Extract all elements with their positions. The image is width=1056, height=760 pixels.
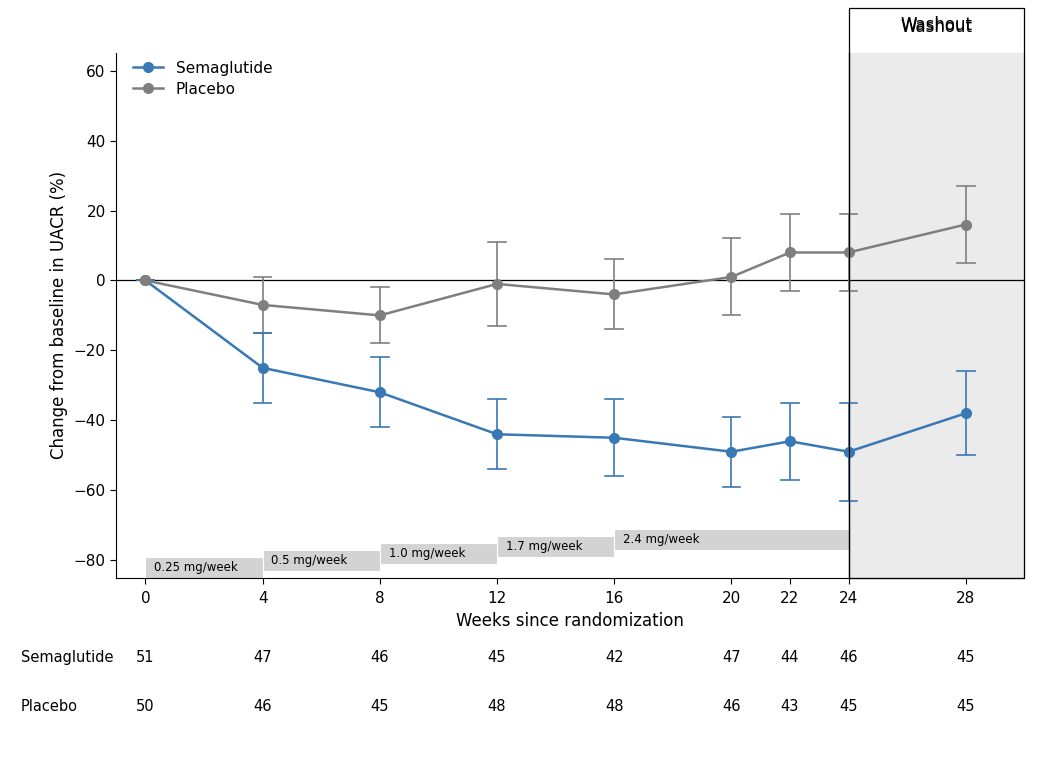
Text: Placebo: Placebo bbox=[21, 699, 78, 714]
Semaglutide bbox=[784, 437, 796, 446]
Placebo bbox=[139, 276, 152, 285]
Text: 47: 47 bbox=[253, 650, 272, 665]
Text: 0.25 mg/week: 0.25 mg/week bbox=[154, 561, 238, 574]
Text: 45: 45 bbox=[957, 650, 975, 665]
Text: 46: 46 bbox=[840, 650, 857, 665]
Semaglutide bbox=[843, 447, 855, 456]
Text: 45: 45 bbox=[957, 699, 975, 714]
Line: Semaglutide: Semaglutide bbox=[140, 276, 970, 457]
Semaglutide bbox=[725, 447, 738, 456]
Text: 48: 48 bbox=[605, 699, 623, 714]
Semaglutide bbox=[960, 409, 973, 418]
Placebo bbox=[257, 300, 269, 309]
Placebo bbox=[491, 280, 504, 289]
Text: 46: 46 bbox=[253, 699, 271, 714]
Text: 43: 43 bbox=[780, 699, 799, 714]
Text: 1.7 mg/week: 1.7 mg/week bbox=[506, 540, 582, 553]
Text: 45: 45 bbox=[371, 699, 389, 714]
X-axis label: Weeks since randomization: Weeks since randomization bbox=[456, 612, 684, 630]
Text: 45: 45 bbox=[840, 699, 857, 714]
Text: Semaglutide: Semaglutide bbox=[21, 650, 114, 665]
Text: 1.0 mg/week: 1.0 mg/week bbox=[389, 546, 465, 559]
Text: 46: 46 bbox=[371, 650, 389, 665]
Legend: Semaglutide, Placebo: Semaglutide, Placebo bbox=[133, 61, 272, 97]
Semaglutide bbox=[374, 388, 386, 397]
Text: 51: 51 bbox=[136, 650, 155, 665]
Placebo bbox=[374, 311, 386, 320]
Placebo bbox=[784, 248, 796, 257]
Semaglutide bbox=[608, 433, 621, 442]
Placebo bbox=[725, 272, 738, 281]
Semaglutide bbox=[257, 363, 269, 372]
Text: 47: 47 bbox=[722, 650, 740, 665]
Text: Washout: Washout bbox=[901, 16, 973, 34]
Bar bbox=[615, 529, 849, 549]
Bar bbox=[146, 556, 263, 578]
Placebo bbox=[608, 290, 621, 299]
Text: 46: 46 bbox=[722, 699, 740, 714]
Text: 2.4 mg/week: 2.4 mg/week bbox=[623, 533, 699, 546]
Bar bbox=[849, 53, 1024, 578]
Semaglutide bbox=[491, 429, 504, 439]
Text: 42: 42 bbox=[605, 650, 623, 665]
Bar bbox=[497, 536, 615, 556]
Text: 45: 45 bbox=[488, 650, 506, 665]
Text: 44: 44 bbox=[780, 650, 799, 665]
Bar bbox=[380, 543, 497, 564]
Text: 0.5 mg/week: 0.5 mg/week bbox=[271, 553, 347, 567]
Text: 48: 48 bbox=[488, 699, 506, 714]
Text: Washout: Washout bbox=[901, 17, 973, 36]
Placebo bbox=[843, 248, 855, 257]
Placebo bbox=[960, 220, 973, 229]
Semaglutide bbox=[139, 276, 152, 285]
Line: Placebo: Placebo bbox=[140, 220, 970, 320]
Text: 50: 50 bbox=[136, 699, 155, 714]
Bar bbox=[263, 549, 380, 571]
Y-axis label: Change from baseline in UACR (%): Change from baseline in UACR (%) bbox=[50, 171, 68, 460]
